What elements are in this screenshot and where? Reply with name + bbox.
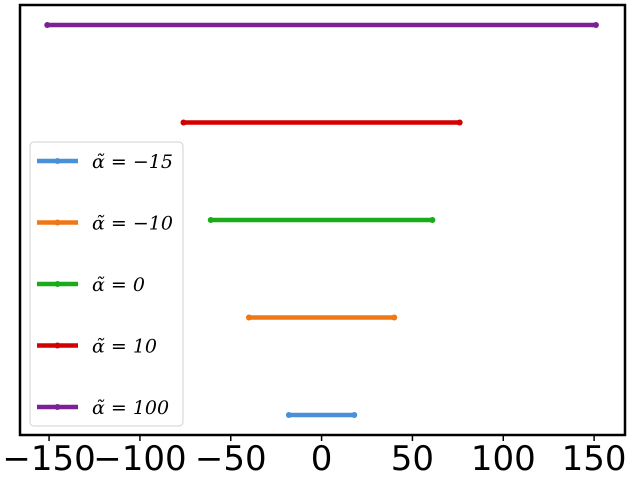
interval-end-point <box>429 217 436 223</box>
interval-start-point <box>245 314 252 321</box>
interval-start-point <box>285 412 292 418</box>
interval-end-point <box>351 412 358 418</box>
legend: α̃ = −15 α̃ = −10 α̃ = 0 α̃ = 10 α̃ = 100 <box>29 141 184 427</box>
legend-swatch-marker <box>54 281 61 287</box>
x-axis: −150−100 −50 0 50 100 150 <box>2 435 627 478</box>
x-tick-label: 150 <box>562 439 627 478</box>
interval-start-point <box>207 217 214 223</box>
interval-start-point <box>44 22 51 28</box>
x-tick-label: −150 <box>2 439 95 478</box>
x-tick-label: 0 <box>311 439 333 478</box>
interval-start-point <box>180 119 187 126</box>
legend-swatch-marker <box>54 219 61 226</box>
x-tick-label: 100 <box>471 439 536 478</box>
legend-swatch-marker <box>54 158 61 164</box>
interval-end-point <box>592 22 599 28</box>
legend-label: α̃ = 10 <box>92 336 157 358</box>
interval-end-point <box>456 119 463 126</box>
legend-label: α̃ = 100 <box>92 397 169 419</box>
legend-swatch-marker <box>54 404 61 410</box>
interval-end-point <box>391 314 398 321</box>
x-tick-label: 50 <box>391 439 434 478</box>
series-group <box>44 22 599 418</box>
legend-box <box>29 141 184 427</box>
legend-label: α̃ = −10 <box>92 213 173 235</box>
legend-label: α̃ = −15 <box>92 151 173 173</box>
legend-swatch-marker <box>54 342 61 349</box>
x-tick-label: −100 <box>93 439 186 478</box>
x-tick-label: −50 <box>195 439 267 478</box>
legend-label: α̃ = 0 <box>92 274 145 296</box>
